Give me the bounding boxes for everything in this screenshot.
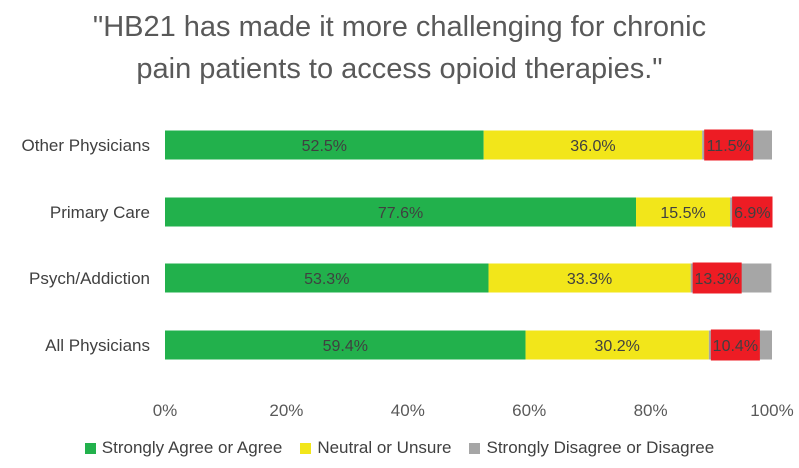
data-label-psych-addiction-neutral-or-unsure: 33.3% (567, 271, 612, 288)
data-label-all-physicians-neutral-or-unsure: 30.2% (595, 338, 640, 355)
data-label-primary-care-strongly-disagree-or-disagree: 6.9% (734, 205, 770, 222)
category-label-all-physicians: All Physicians (45, 336, 150, 355)
bar-other-physicians-neutral-or-unsure (483, 130, 703, 160)
data-label-other-physicians-neutral-or-unsure: 36.0% (570, 138, 615, 155)
data-label-box-primary-care-strongly-disagree-or-disagree (732, 196, 773, 228)
bar-all-physicians-strongly-agree-or-agree (165, 330, 526, 360)
legend-item-disagree: Strongly Disagree or Disagree (469, 438, 714, 458)
data-label-box-all-physicians-strongly-disagree-or-disagree (710, 329, 760, 361)
stacked-bar-chart: Other Physicians 52.5% 36.0% 11.5% Primary C… (22, 129, 794, 420)
data-label-primary-care-neutral-or-unsure: 15.5% (660, 205, 705, 222)
bar-primary-care-strongly-agree-or-agree (165, 197, 637, 227)
legend-swatch-agree (84, 442, 96, 454)
legend-label-disagree: Strongly Disagree or Disagree (486, 438, 715, 457)
data-label-box-psych-addiction-strongly-disagree-or-disagree (692, 262, 742, 294)
x-tick-label-80pct: 80% (634, 401, 668, 420)
chart-title-line-2: pain patients to access opioid therapies… (136, 53, 663, 85)
data-label-psych-addiction-strongly-agree-or-agree: 53.3% (304, 271, 349, 288)
data-label-box-other-physicians-strongly-disagree-or-disagree (704, 129, 754, 161)
data-label-primary-care-strongly-agree-or-agree: 77.6% (378, 205, 423, 222)
legend-item-neutral: Neutral or Unsure (300, 438, 451, 458)
data-label-other-physicians-strongly-disagree-or-disagree: 11.5% (707, 138, 751, 155)
category-label-primary-care: Primary Care (50, 203, 150, 222)
bar-psych-addiction-neutral-or-unsure (488, 263, 691, 293)
bar-other-physicians-strongly-agree-or-agree (165, 130, 484, 160)
data-label-psych-addiction-strongly-disagree-or-disagree: 13.3% (694, 271, 739, 288)
x-tick-label-60pct: 60% (512, 401, 546, 420)
legend-swatch-disagree (469, 442, 481, 454)
data-label-other-physicians-strongly-agree-or-agree: 52.5% (302, 138, 347, 155)
x-tick-label-100pct: 100% (750, 401, 793, 420)
bar-primary-care-neutral-or-unsure (636, 197, 731, 227)
x-tick-label-20pct: 20% (269, 401, 303, 420)
x-tick-label-0pct: 0% (153, 401, 178, 420)
legend-swatch-neutral (300, 442, 312, 454)
chart-title: "HB21 has made it more challenging for c… (0, 6, 799, 90)
data-label-all-physicians-strongly-disagree-or-disagree: 10.4% (713, 338, 758, 355)
chart-legend: Strongly Agree or Agree Neutral or Unsur… (0, 438, 799, 458)
bar-all-physicians-neutral-or-unsure (525, 330, 709, 360)
category-label-psych-addiction: Psych/Addiction (29, 269, 150, 288)
bar-psych-addiction-strongly-agree-or-agree (165, 263, 489, 293)
chart-title-line-1: "HB21 has made it more challenging for c… (92, 11, 707, 43)
category-label-other-physicians: Other Physicians (22, 136, 151, 155)
legend-label-neutral: Neutral or Unsure (317, 438, 452, 457)
legend-label-agree: Strongly Agree or Agree (101, 438, 283, 457)
x-tick-label-40pct: 40% (391, 401, 425, 420)
legend-item-agree: Strongly Agree or Agree (84, 438, 283, 458)
data-label-all-physicians-strongly-agree-or-agree: 59.4% (323, 338, 368, 355)
